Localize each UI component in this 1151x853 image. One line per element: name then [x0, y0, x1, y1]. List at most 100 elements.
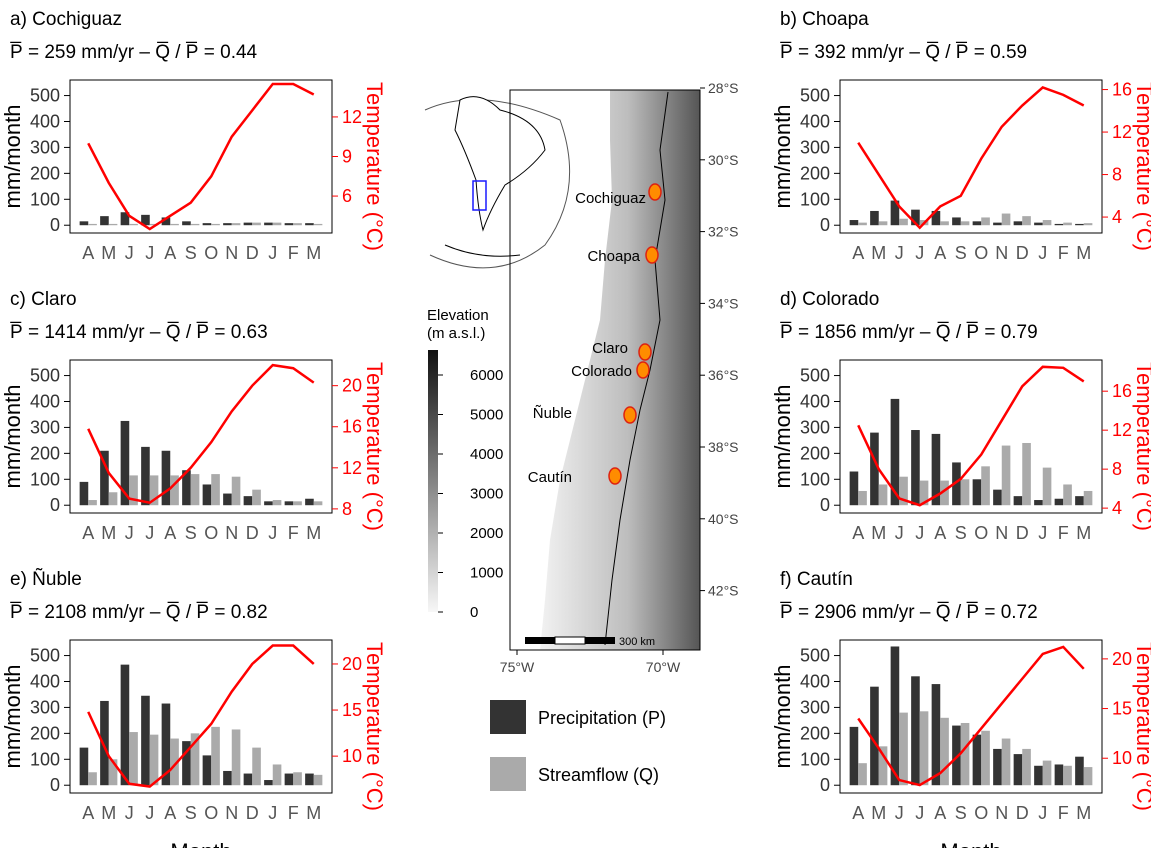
x-tick-label: S — [185, 523, 197, 543]
bar — [120, 664, 130, 786]
bar — [960, 221, 970, 226]
bar — [161, 450, 171, 506]
x-tick-label: O — [204, 803, 218, 823]
y-tick-label: 100 — [30, 189, 60, 209]
basin-label: Colorado — [571, 363, 632, 380]
elevation-tick-label: 1000 — [470, 565, 503, 582]
bar — [305, 498, 314, 506]
bar — [293, 501, 302, 506]
y-tick-label: 300 — [30, 417, 60, 437]
x-tick-label: J — [125, 523, 134, 543]
x-tick-label: J — [895, 803, 904, 823]
x-tick-label: S — [185, 803, 197, 823]
bar — [890, 200, 900, 226]
bar — [919, 711, 929, 786]
bar — [252, 747, 261, 786]
panel-title: e) Ñuble — [10, 568, 82, 590]
y-axis-label: mm/month — [0, 385, 25, 489]
bar — [1083, 223, 1093, 226]
elevation-title: Elevation — [427, 307, 489, 324]
y2-tick-label: 16 — [342, 417, 362, 437]
bar — [202, 755, 212, 786]
bar — [108, 759, 118, 786]
y-tick-label: 100 — [800, 749, 830, 769]
x-tick-label: J — [915, 243, 924, 263]
bar — [919, 480, 929, 506]
bar — [149, 475, 159, 506]
y-tick-label: 300 — [800, 417, 830, 437]
bar — [940, 717, 949, 786]
y2-tick-label: 20 — [1112, 649, 1132, 669]
bar — [1022, 442, 1031, 506]
elevation-tick-label: 2000 — [470, 525, 503, 542]
bar — [1042, 220, 1052, 226]
x-tick-label: S — [955, 523, 967, 543]
bar — [120, 420, 130, 506]
y-axis-label: mm/month — [0, 105, 25, 209]
bar — [952, 462, 961, 506]
bar — [931, 684, 941, 786]
bar — [313, 501, 323, 506]
plot-frame — [69, 639, 333, 794]
bar — [858, 490, 867, 506]
y2-tick-label: 15 — [342, 700, 362, 720]
y-tick-label: 200 — [30, 443, 60, 463]
panel-subtitle: P̅ = 392 mm/yr – Q̅ / P̅ = 0.59 — [780, 42, 1027, 63]
x-tick-label: M — [306, 243, 321, 263]
x-tick-label: D — [1016, 243, 1029, 263]
plot-frame — [69, 359, 333, 514]
x-axis-label: Month — [170, 839, 231, 848]
bar — [141, 446, 150, 506]
bar — [911, 676, 920, 786]
y-tick-label: 300 — [30, 697, 60, 717]
panel-title: b) Choapa — [780, 9, 869, 30]
x-tick-label: A — [934, 523, 946, 543]
bar — [911, 209, 920, 226]
bar — [79, 747, 89, 786]
bar — [100, 216, 109, 226]
plot-frame — [839, 639, 1103, 794]
bar — [243, 496, 253, 506]
bar — [252, 222, 261, 226]
bar — [190, 223, 200, 226]
legend-label: Streamflow (Q) — [538, 765, 659, 785]
y-tick-label: 400 — [800, 671, 830, 691]
bar — [272, 500, 282, 506]
y2-tick-label: 9 — [342, 147, 352, 167]
bar — [981, 217, 990, 226]
y2-tick-label: 8 — [342, 499, 352, 519]
x-tick-label: F — [288, 523, 299, 543]
bar — [858, 763, 867, 786]
bar — [1054, 764, 1064, 786]
bar — [1034, 222, 1043, 226]
x-tick-label: J — [1038, 803, 1047, 823]
bar — [170, 475, 179, 506]
bar — [305, 223, 314, 226]
basin-label: Cochiguaz — [575, 190, 646, 207]
x-tick-label: A — [934, 243, 946, 263]
bar — [972, 734, 982, 786]
y2-axis-label: Temperature (°C) — [362, 362, 387, 531]
lat-label: 28°S — [708, 80, 739, 96]
x-tick-label: M — [871, 243, 886, 263]
y-tick-label: 400 — [800, 111, 830, 131]
y2-tick-label: 6 — [342, 186, 352, 206]
bar — [1075, 223, 1084, 226]
bar — [1022, 216, 1031, 226]
bar — [952, 217, 961, 226]
bar — [1063, 222, 1072, 226]
x-tick-label: N — [995, 523, 1008, 543]
y2-tick-label: 20 — [342, 376, 362, 396]
x-tick-label: A — [164, 243, 176, 263]
y-tick-label: 300 — [800, 137, 830, 157]
bar — [972, 479, 982, 506]
x-tick-label: A — [82, 243, 94, 263]
bar — [231, 729, 241, 786]
bar — [129, 223, 138, 226]
bar — [870, 686, 879, 786]
bar — [108, 492, 118, 506]
y-axis-label: mm/month — [0, 665, 25, 769]
y2-tick-label: 12 — [1112, 420, 1132, 440]
y-tick-label: 0 — [820, 495, 830, 515]
bar — [202, 484, 212, 506]
